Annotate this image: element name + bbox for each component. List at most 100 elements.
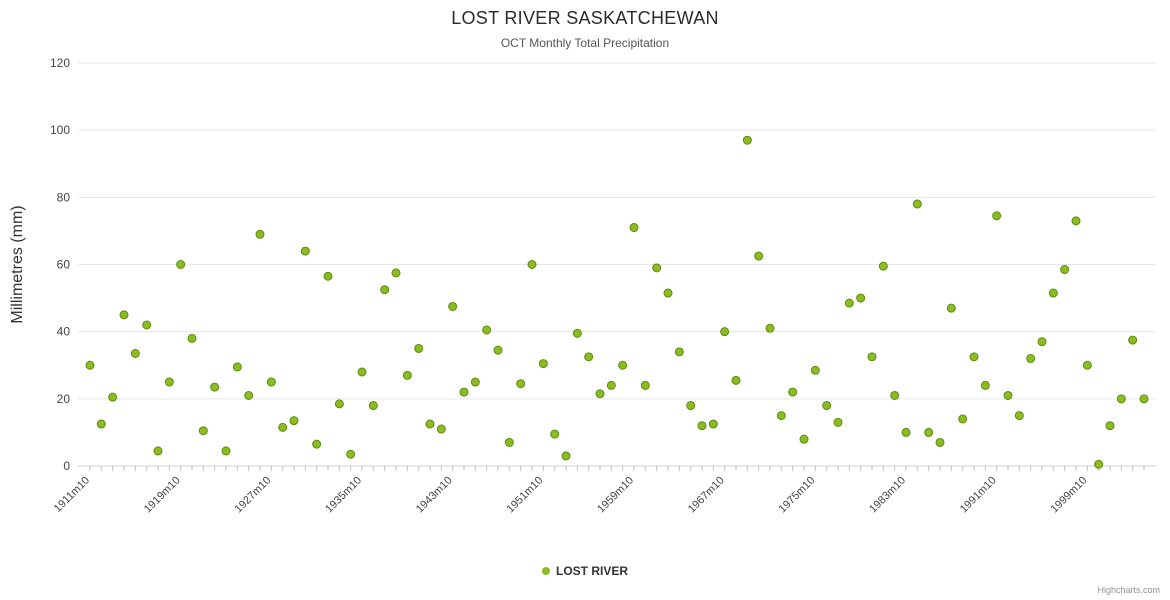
data-point[interactable] bbox=[697, 421, 707, 431]
data-point[interactable] bbox=[380, 285, 390, 295]
data-point[interactable] bbox=[232, 362, 242, 372]
data-point[interactable] bbox=[470, 377, 480, 387]
data-point[interactable] bbox=[312, 439, 322, 449]
data-point[interactable] bbox=[912, 199, 922, 209]
data-point[interactable] bbox=[946, 303, 956, 313]
data-point[interactable] bbox=[935, 437, 945, 447]
data-point[interactable] bbox=[85, 360, 95, 370]
data-point[interactable] bbox=[969, 352, 979, 362]
data-point[interactable] bbox=[255, 229, 265, 239]
data-point[interactable] bbox=[334, 399, 344, 409]
data-point[interactable] bbox=[130, 348, 140, 358]
data-point[interactable] bbox=[198, 426, 208, 436]
data-point[interactable] bbox=[221, 446, 231, 456]
data-point[interactable] bbox=[550, 429, 560, 439]
data-point[interactable] bbox=[731, 375, 741, 385]
data-point[interactable] bbox=[1116, 394, 1126, 404]
legend-item-lost-river[interactable]: LOST RIVER bbox=[0, 564, 1170, 578]
data-point[interactable] bbox=[992, 211, 1002, 221]
highcharts-credits-link[interactable]: Highcharts.com bbox=[1097, 585, 1160, 595]
data-point[interactable] bbox=[289, 416, 299, 426]
data-point[interactable] bbox=[527, 260, 537, 269]
data-point[interactable] bbox=[448, 301, 458, 311]
data-point[interactable] bbox=[436, 424, 446, 434]
data-point[interactable] bbox=[1037, 337, 1047, 347]
data-point[interactable] bbox=[300, 246, 310, 256]
data-point[interactable] bbox=[357, 367, 367, 377]
legend-marker-icon bbox=[541, 567, 550, 575]
data-point[interactable] bbox=[629, 223, 639, 233]
data-point[interactable] bbox=[323, 271, 333, 281]
data-point[interactable] bbox=[244, 390, 254, 400]
data-point[interactable] bbox=[368, 401, 378, 411]
data-point[interactable] bbox=[1003, 390, 1013, 400]
data-point[interactable] bbox=[142, 320, 152, 330]
data-point[interactable] bbox=[765, 323, 775, 333]
data-point[interactable] bbox=[652, 263, 662, 273]
data-point[interactable] bbox=[799, 434, 809, 444]
data-point[interactable] bbox=[663, 288, 673, 298]
data-point[interactable] bbox=[1082, 360, 1092, 370]
data-point[interactable] bbox=[278, 422, 288, 432]
data-point[interactable] bbox=[266, 377, 276, 387]
data-point[interactable] bbox=[833, 417, 843, 427]
data-point[interactable] bbox=[1014, 411, 1024, 421]
data-point[interactable] bbox=[391, 268, 401, 278]
data-point[interactable] bbox=[1139, 394, 1149, 404]
data-point[interactable] bbox=[878, 261, 888, 271]
data-point[interactable] bbox=[482, 325, 492, 335]
data-point[interactable] bbox=[210, 382, 220, 392]
data-point[interactable] bbox=[516, 379, 526, 389]
data-point[interactable] bbox=[96, 419, 106, 429]
data-point[interactable] bbox=[584, 352, 594, 362]
data-point[interactable] bbox=[459, 387, 469, 397]
data-point[interactable] bbox=[187, 333, 197, 343]
data-point[interactable] bbox=[640, 380, 650, 390]
data-point[interactable] bbox=[176, 260, 186, 269]
data-point[interactable] bbox=[425, 419, 435, 429]
data-point[interactable] bbox=[402, 370, 412, 380]
data-point[interactable] bbox=[561, 451, 571, 461]
data-point[interactable] bbox=[108, 392, 118, 402]
data-point[interactable] bbox=[1026, 354, 1036, 364]
data-point[interactable] bbox=[414, 343, 424, 353]
data-point[interactable] bbox=[708, 419, 718, 429]
data-point[interactable] bbox=[901, 427, 911, 437]
data-point[interactable] bbox=[618, 360, 628, 370]
data-point[interactable] bbox=[153, 446, 163, 456]
data-point[interactable] bbox=[504, 437, 514, 447]
data-point[interactable] bbox=[1060, 265, 1070, 275]
data-point[interactable] bbox=[788, 387, 798, 397]
data-point[interactable] bbox=[1128, 335, 1138, 345]
data-point[interactable] bbox=[493, 345, 503, 355]
data-point[interactable] bbox=[572, 328, 582, 338]
data-point[interactable] bbox=[844, 298, 854, 308]
data-point[interactable] bbox=[674, 347, 684, 357]
data-point[interactable] bbox=[958, 414, 968, 424]
data-point[interactable] bbox=[595, 389, 605, 399]
data-point[interactable] bbox=[924, 427, 934, 437]
data-point[interactable] bbox=[686, 401, 696, 411]
data-point[interactable] bbox=[754, 251, 764, 261]
data-point[interactable] bbox=[1105, 421, 1115, 431]
data-point[interactable] bbox=[1048, 288, 1058, 298]
data-point[interactable] bbox=[856, 293, 866, 303]
data-point[interactable] bbox=[1071, 216, 1081, 226]
data-point[interactable] bbox=[822, 401, 832, 411]
data-point[interactable] bbox=[867, 352, 877, 362]
x-axis-tick-label: 1935m10 bbox=[323, 474, 364, 515]
data-point[interactable] bbox=[776, 411, 786, 421]
data-point[interactable] bbox=[119, 310, 129, 320]
data-point[interactable] bbox=[980, 380, 990, 390]
data-point[interactable] bbox=[164, 377, 174, 387]
chart-subtitle: OCT Monthly Total Precipitation bbox=[500, 36, 670, 50]
data-point[interactable] bbox=[720, 327, 730, 337]
x-axis-tick-label: 1999m10 bbox=[1049, 474, 1090, 515]
data-point[interactable] bbox=[606, 380, 616, 390]
data-point[interactable] bbox=[1094, 459, 1104, 469]
data-point[interactable] bbox=[810, 365, 820, 375]
data-point[interactable] bbox=[742, 135, 752, 145]
data-point[interactable] bbox=[890, 390, 900, 400]
data-point[interactable] bbox=[538, 359, 548, 369]
data-point[interactable] bbox=[346, 449, 356, 459]
